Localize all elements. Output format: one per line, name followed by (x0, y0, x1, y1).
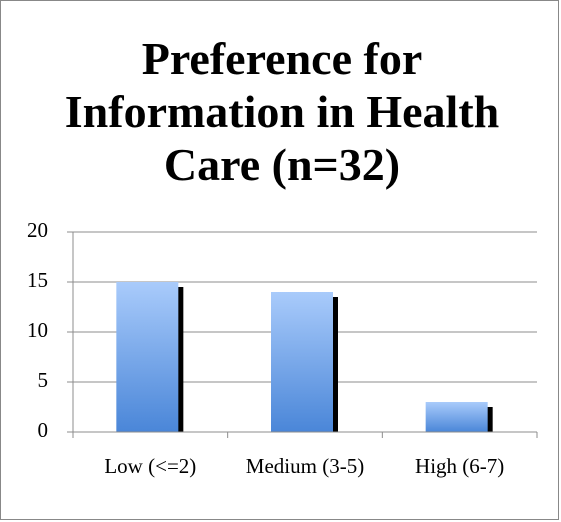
chart-title: Preference for Information in Health Car… (64, 33, 500, 190)
bar (116, 282, 179, 432)
bar (425, 402, 488, 432)
x-tick-label: Medium (3-5) (245, 454, 365, 478)
y-tick-label: 15 (27, 268, 48, 292)
y-tick-label: 20 (27, 218, 48, 242)
y-tick-label: 0 (38, 418, 49, 442)
y-tick-label: 5 (38, 368, 49, 392)
y-tick-label: 10 (27, 318, 48, 342)
bar (271, 292, 333, 432)
x-tick-label: High (6-7) (415, 454, 505, 478)
x-tick-label: Low (<=2) (104, 454, 197, 478)
